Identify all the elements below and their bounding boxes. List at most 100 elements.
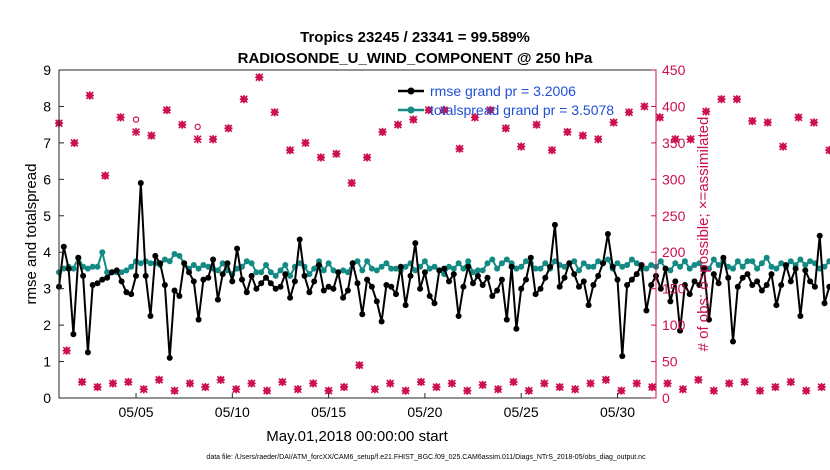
rmse-point xyxy=(104,274,111,281)
totalspread-point xyxy=(340,267,347,274)
totalspread-point xyxy=(368,265,375,272)
rmse-point xyxy=(730,338,736,345)
rmse-point xyxy=(277,283,284,290)
totalspread-point xyxy=(763,254,770,261)
obs-assimilated-marker xyxy=(347,178,356,188)
rmse-point xyxy=(614,276,621,283)
totalspread-point xyxy=(272,272,279,279)
rmse-point xyxy=(763,282,770,288)
rmse-point xyxy=(205,274,212,281)
obs-assimilated-marker xyxy=(586,379,595,388)
obs-assimilated-marker xyxy=(147,131,156,140)
rmse-point xyxy=(479,282,486,288)
obs-assimilated-marker xyxy=(108,379,118,388)
totalspread-point xyxy=(619,263,626,270)
rmse-point xyxy=(503,316,510,323)
totalspread-point xyxy=(532,265,539,272)
rmse-point xyxy=(816,232,823,239)
rmse-point xyxy=(585,302,592,309)
rmse-point xyxy=(484,274,491,281)
rmse-point xyxy=(364,276,371,283)
totalspread-point xyxy=(137,260,144,267)
totalspread-point xyxy=(730,265,736,272)
rmse-point xyxy=(701,265,708,272)
rmse-point xyxy=(446,278,452,285)
rmse-point xyxy=(186,269,192,276)
obs-assimilated-marker xyxy=(779,142,788,151)
rmse-point xyxy=(792,265,799,272)
rmse-point xyxy=(561,274,568,281)
y-left-tick-label: 4 xyxy=(43,244,51,260)
obs-assimilated-marker xyxy=(809,118,818,127)
obs-assimilated-marker xyxy=(309,379,318,388)
totalspread-point xyxy=(648,262,655,268)
obs-assimilated-marker xyxy=(740,377,749,387)
rmse-point xyxy=(359,311,366,318)
obs-assimilated-marker xyxy=(293,385,302,394)
obs-assimilated-marker xyxy=(547,146,557,155)
rmse-point xyxy=(527,254,534,261)
y-right-tick-label: 400 xyxy=(662,98,686,114)
rmse-point xyxy=(547,263,554,270)
rmse-point xyxy=(441,265,448,272)
obs-assimilated-marker xyxy=(78,377,87,387)
y-left-tick-label: 6 xyxy=(43,171,51,187)
y-axis-right-label: # of obs: o=possible; ×=assimilated xyxy=(695,117,712,352)
rmse-point xyxy=(604,231,611,237)
obs-assimilated-marker xyxy=(124,377,133,387)
totalspread-point xyxy=(383,260,390,267)
rmse-point xyxy=(489,293,496,299)
rmse-point xyxy=(393,291,399,298)
obs-assimilated-marker xyxy=(155,375,164,384)
rmse-point xyxy=(686,291,693,298)
totalspread-point xyxy=(455,260,462,267)
obs-assimilated-marker xyxy=(355,361,364,370)
rmse-point xyxy=(75,254,82,261)
totalspread-point xyxy=(123,267,130,274)
rmse-point xyxy=(311,278,318,285)
obs-assimilated-marker xyxy=(617,386,626,395)
totalspread-point xyxy=(580,260,587,267)
obs-assimilated-marker xyxy=(239,95,248,104)
obs-assimilated-marker xyxy=(316,153,325,162)
totalspread-point xyxy=(89,263,96,270)
totalspread-point xyxy=(681,258,688,265)
y-left-tick-label: 9 xyxy=(43,62,51,78)
rmse-point xyxy=(600,260,606,267)
rmse-point xyxy=(426,293,433,299)
totalspread-point xyxy=(128,263,135,270)
obs-assimilated-marker xyxy=(131,127,141,137)
y-right-tick-label: 450 xyxy=(662,62,686,78)
obs-assimilated-marker xyxy=(170,386,179,395)
totalspread-point xyxy=(614,260,621,267)
totalspread-point xyxy=(479,267,486,274)
obs-assimilated-marker xyxy=(524,386,533,395)
rmse-point xyxy=(320,287,327,294)
obs-assimilated-marker xyxy=(478,380,487,389)
obs-assimilated-marker xyxy=(324,386,333,395)
obs-assimilated-marker xyxy=(232,385,241,394)
rmse-point xyxy=(412,240,419,247)
rmse-point xyxy=(431,300,438,307)
rmse-point xyxy=(576,283,582,290)
obs-assimilated-marker xyxy=(301,138,310,147)
obs-assimilated-marker xyxy=(755,386,765,395)
obs-assimilated-marker xyxy=(216,375,225,384)
x-tick-label: 05/15 xyxy=(311,404,346,420)
obs-assimilated-marker xyxy=(70,138,79,147)
totalspread-point xyxy=(470,269,476,276)
rmse-point xyxy=(513,325,520,332)
rmse-point xyxy=(821,300,828,307)
obs-assimilated-marker xyxy=(101,171,110,180)
obs-assimilated-marker xyxy=(632,379,641,388)
obs-assimilated-marker xyxy=(732,95,741,104)
rmse-point xyxy=(219,271,226,278)
obs-assimilated-marker xyxy=(640,102,649,111)
totalspread-point xyxy=(787,258,794,265)
rmse-point xyxy=(229,278,236,285)
rmse-point xyxy=(590,282,597,288)
rmse-point xyxy=(571,271,578,278)
rmse-point xyxy=(133,272,139,279)
rmse-point xyxy=(253,285,260,292)
